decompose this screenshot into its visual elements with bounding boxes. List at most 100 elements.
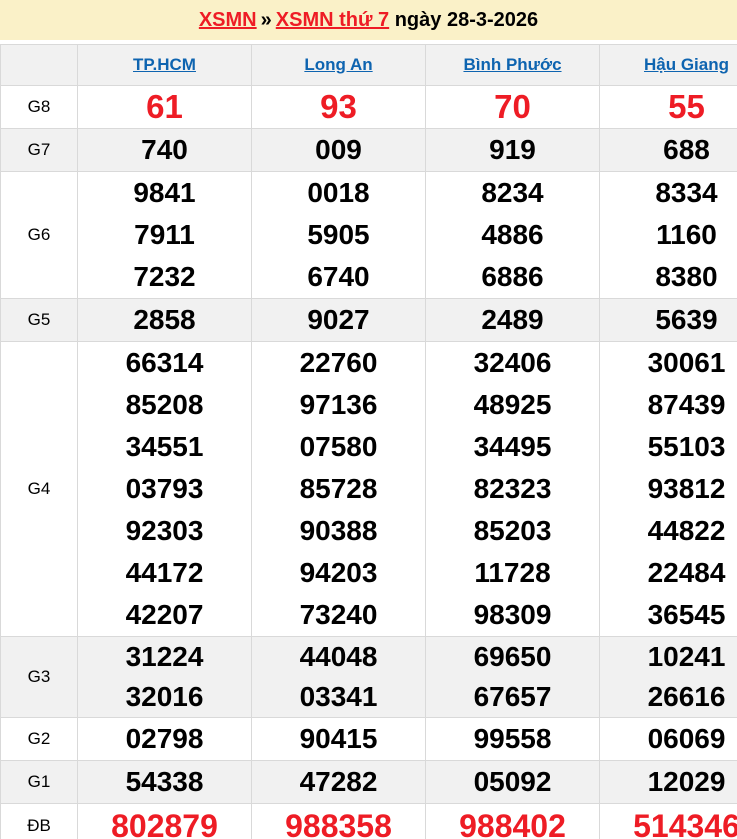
result-value: 8380 [655, 261, 718, 292]
result-cell: 61 [77, 85, 252, 129]
result-value: 05092 [473, 766, 552, 797]
result-value: 66314 [125, 347, 204, 378]
result-cell: 90415 [251, 717, 426, 761]
result-cell: 8334 1160 8380 [599, 171, 737, 299]
result-value: 8334 [655, 177, 718, 208]
result-value: 67657 [473, 681, 552, 712]
haugiang-link[interactable]: Hậu Giang [643, 55, 729, 74]
breadcrumb-separator: » [260, 9, 272, 31]
prize-label-g5: G5 [0, 298, 78, 342]
prize-label-g3: G3 [0, 636, 78, 718]
result-value: 07580 [299, 431, 378, 462]
column-header-longan: Long An [251, 44, 426, 86]
result-cell: 514346 [599, 803, 737, 839]
result-value: 06069 [647, 723, 726, 754]
result-value: 32406 [473, 347, 552, 378]
result-value: 4886 [481, 219, 544, 250]
result-value: 31224 [125, 641, 204, 672]
result-cell: 99558 [425, 717, 600, 761]
result-value: 22484 [647, 557, 726, 588]
table-row-g3: G3 31224 32016 44048 03341 69650 67657 1… [0, 636, 737, 718]
result-value: 55 [668, 88, 705, 125]
result-value: 98309 [473, 599, 552, 630]
result-cell: 9841 7911 7232 [77, 171, 252, 299]
result-value: 12029 [647, 766, 726, 797]
result-cell: 2489 [425, 298, 600, 342]
result-value: 85203 [473, 515, 552, 546]
result-value: 47282 [299, 766, 378, 797]
result-value: 34495 [473, 431, 552, 462]
result-cell: 66314 85208 34551 03793 92303 44172 4220… [77, 341, 252, 637]
result-cell: 988358 [251, 803, 426, 839]
tphcm-link[interactable]: TP.HCM [133, 55, 196, 74]
result-value: 90388 [299, 515, 378, 546]
result-value: 6740 [307, 261, 370, 292]
result-value: 44822 [647, 515, 726, 546]
binhphuoc-link[interactable]: Bình Phước [463, 55, 562, 74]
results-table: TP.HCM Long An Bình Phước Hậu Giang G8 6… [0, 44, 737, 839]
table-row-g2: G2 02798 90415 99558 06069 [0, 717, 737, 761]
page-title: XSMN» XSMN thứ 7 ngày 28-3-2026 [0, 0, 737, 40]
result-cell: 0018 5905 6740 [251, 171, 426, 299]
result-value: 02798 [125, 723, 204, 754]
prize-label-g7: G7 [0, 128, 78, 172]
result-value: 11728 [474, 557, 551, 588]
result-value: 2489 [481, 304, 544, 335]
result-cell: 740 [77, 128, 252, 172]
result-cell: 44048 03341 [251, 636, 426, 718]
result-cell: 02798 [77, 717, 252, 761]
result-value: 54338 [125, 766, 204, 797]
xsmn-day-link[interactable]: XSMN thứ 7 [275, 9, 390, 31]
result-cell: 10241 26616 [599, 636, 737, 718]
result-cell: 31224 32016 [77, 636, 252, 718]
result-value: 94203 [299, 557, 378, 588]
prize-label-g1: G1 [0, 760, 78, 804]
result-value: 988402 [459, 808, 566, 839]
result-value: 73240 [299, 599, 378, 630]
result-value: 85728 [299, 473, 378, 504]
result-value: 44172 [125, 557, 204, 588]
result-value: 42207 [125, 599, 204, 630]
result-value: 48925 [473, 389, 552, 420]
result-cell: 919 [425, 128, 600, 172]
result-cell: 06069 [599, 717, 737, 761]
result-cell: 8234 4886 6886 [425, 171, 600, 299]
result-value: 8234 [481, 177, 544, 208]
result-value: 740 [141, 134, 188, 165]
result-value: 1160 [656, 219, 717, 250]
result-value: 69650 [473, 641, 552, 672]
result-value: 988358 [285, 808, 392, 839]
result-value: 0018 [307, 177, 370, 208]
result-cell: 988402 [425, 803, 600, 839]
result-cell: 55 [599, 85, 737, 129]
result-value: 97136 [299, 389, 378, 420]
column-header-binhphuoc: Bình Phước [425, 44, 600, 86]
result-value: 7232 [133, 261, 196, 292]
table-row-g5: G5 2858 9027 2489 5639 [0, 298, 737, 342]
result-cell: 12029 [599, 760, 737, 804]
result-value: 44048 [299, 641, 378, 672]
result-cell: 688 [599, 128, 737, 172]
prize-label-g6: G6 [0, 171, 78, 299]
result-cell: 2858 [77, 298, 252, 342]
result-value: 70 [494, 88, 531, 125]
result-value: 009 [315, 134, 362, 165]
result-value: 688 [663, 134, 710, 165]
draw-date: ngày 28-3-2026 [394, 9, 539, 31]
prize-label-g4: G4 [0, 341, 78, 637]
table-row-g7: G7 740 009 919 688 [0, 128, 737, 172]
prize-label-db: ĐB [0, 803, 78, 839]
result-value: 93812 [647, 473, 726, 504]
result-value: 99558 [473, 723, 552, 754]
result-value: 03341 [299, 681, 378, 712]
xsmn-link[interactable]: XSMN [198, 9, 257, 31]
result-cell: 30061 87439 55103 93812 44822 22484 3654… [599, 341, 737, 637]
result-value: 22760 [299, 347, 378, 378]
result-cell: 05092 [425, 760, 600, 804]
table-row-db: ĐB 802879 988358 988402 514346 [0, 803, 737, 839]
result-value: 802879 [111, 808, 218, 839]
result-cell: 32406 48925 34495 82323 85203 11728 9830… [425, 341, 600, 637]
longan-link[interactable]: Long An [304, 55, 373, 74]
result-value: 87439 [647, 389, 726, 420]
